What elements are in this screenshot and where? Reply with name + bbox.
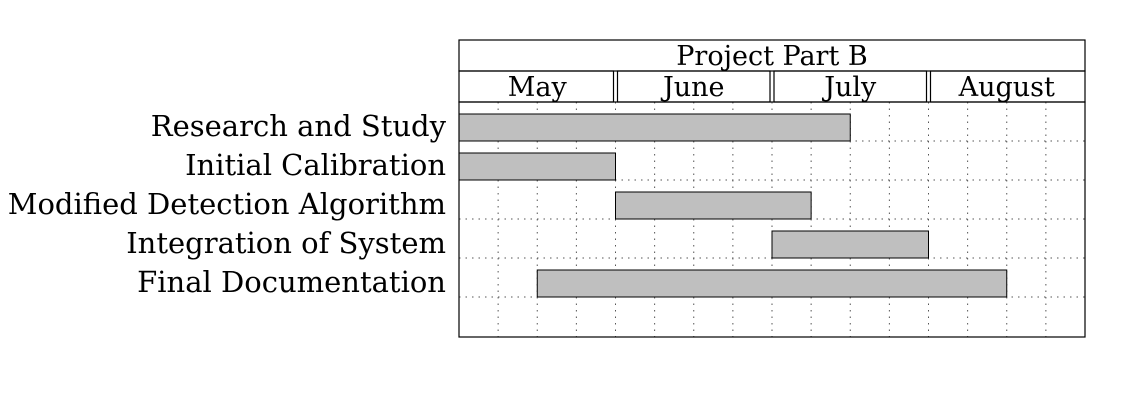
task-label-research-and-study: Research and Study [151, 109, 447, 143]
month-label-august: August [958, 72, 1055, 103]
month-label-may: May [508, 72, 568, 103]
task-bar-final-documentation [536, 269, 1008, 298]
task-bar-research-and-study [458, 113, 851, 142]
task-labels: Research and Study Initial Calibration Mod… [8, 109, 447, 299]
task-bars [458, 113, 1008, 298]
task-bar-modified-detection-algorithm [615, 191, 812, 220]
title-box [458, 39, 1086, 72]
task-bar-initial-calibration [458, 152, 616, 181]
month-label-july: July [821, 72, 877, 103]
month-label-june: June [660, 72, 725, 103]
task-label-initial-calibration: Initial Calibration [185, 148, 446, 182]
chart-header: Project Part B May June July August [458, 39, 1086, 103]
task-bar-integration-of-system [771, 230, 929, 259]
chart-frame [458, 101, 1086, 338]
chart-title: Project Part B [676, 41, 867, 72]
task-label-final-documentation: Final Documentation [137, 265, 446, 299]
task-label-integration-of-system: Integration of System [126, 226, 446, 260]
task-label-modified-detection-algorithm: Modified Detection Algorithm [8, 187, 446, 221]
